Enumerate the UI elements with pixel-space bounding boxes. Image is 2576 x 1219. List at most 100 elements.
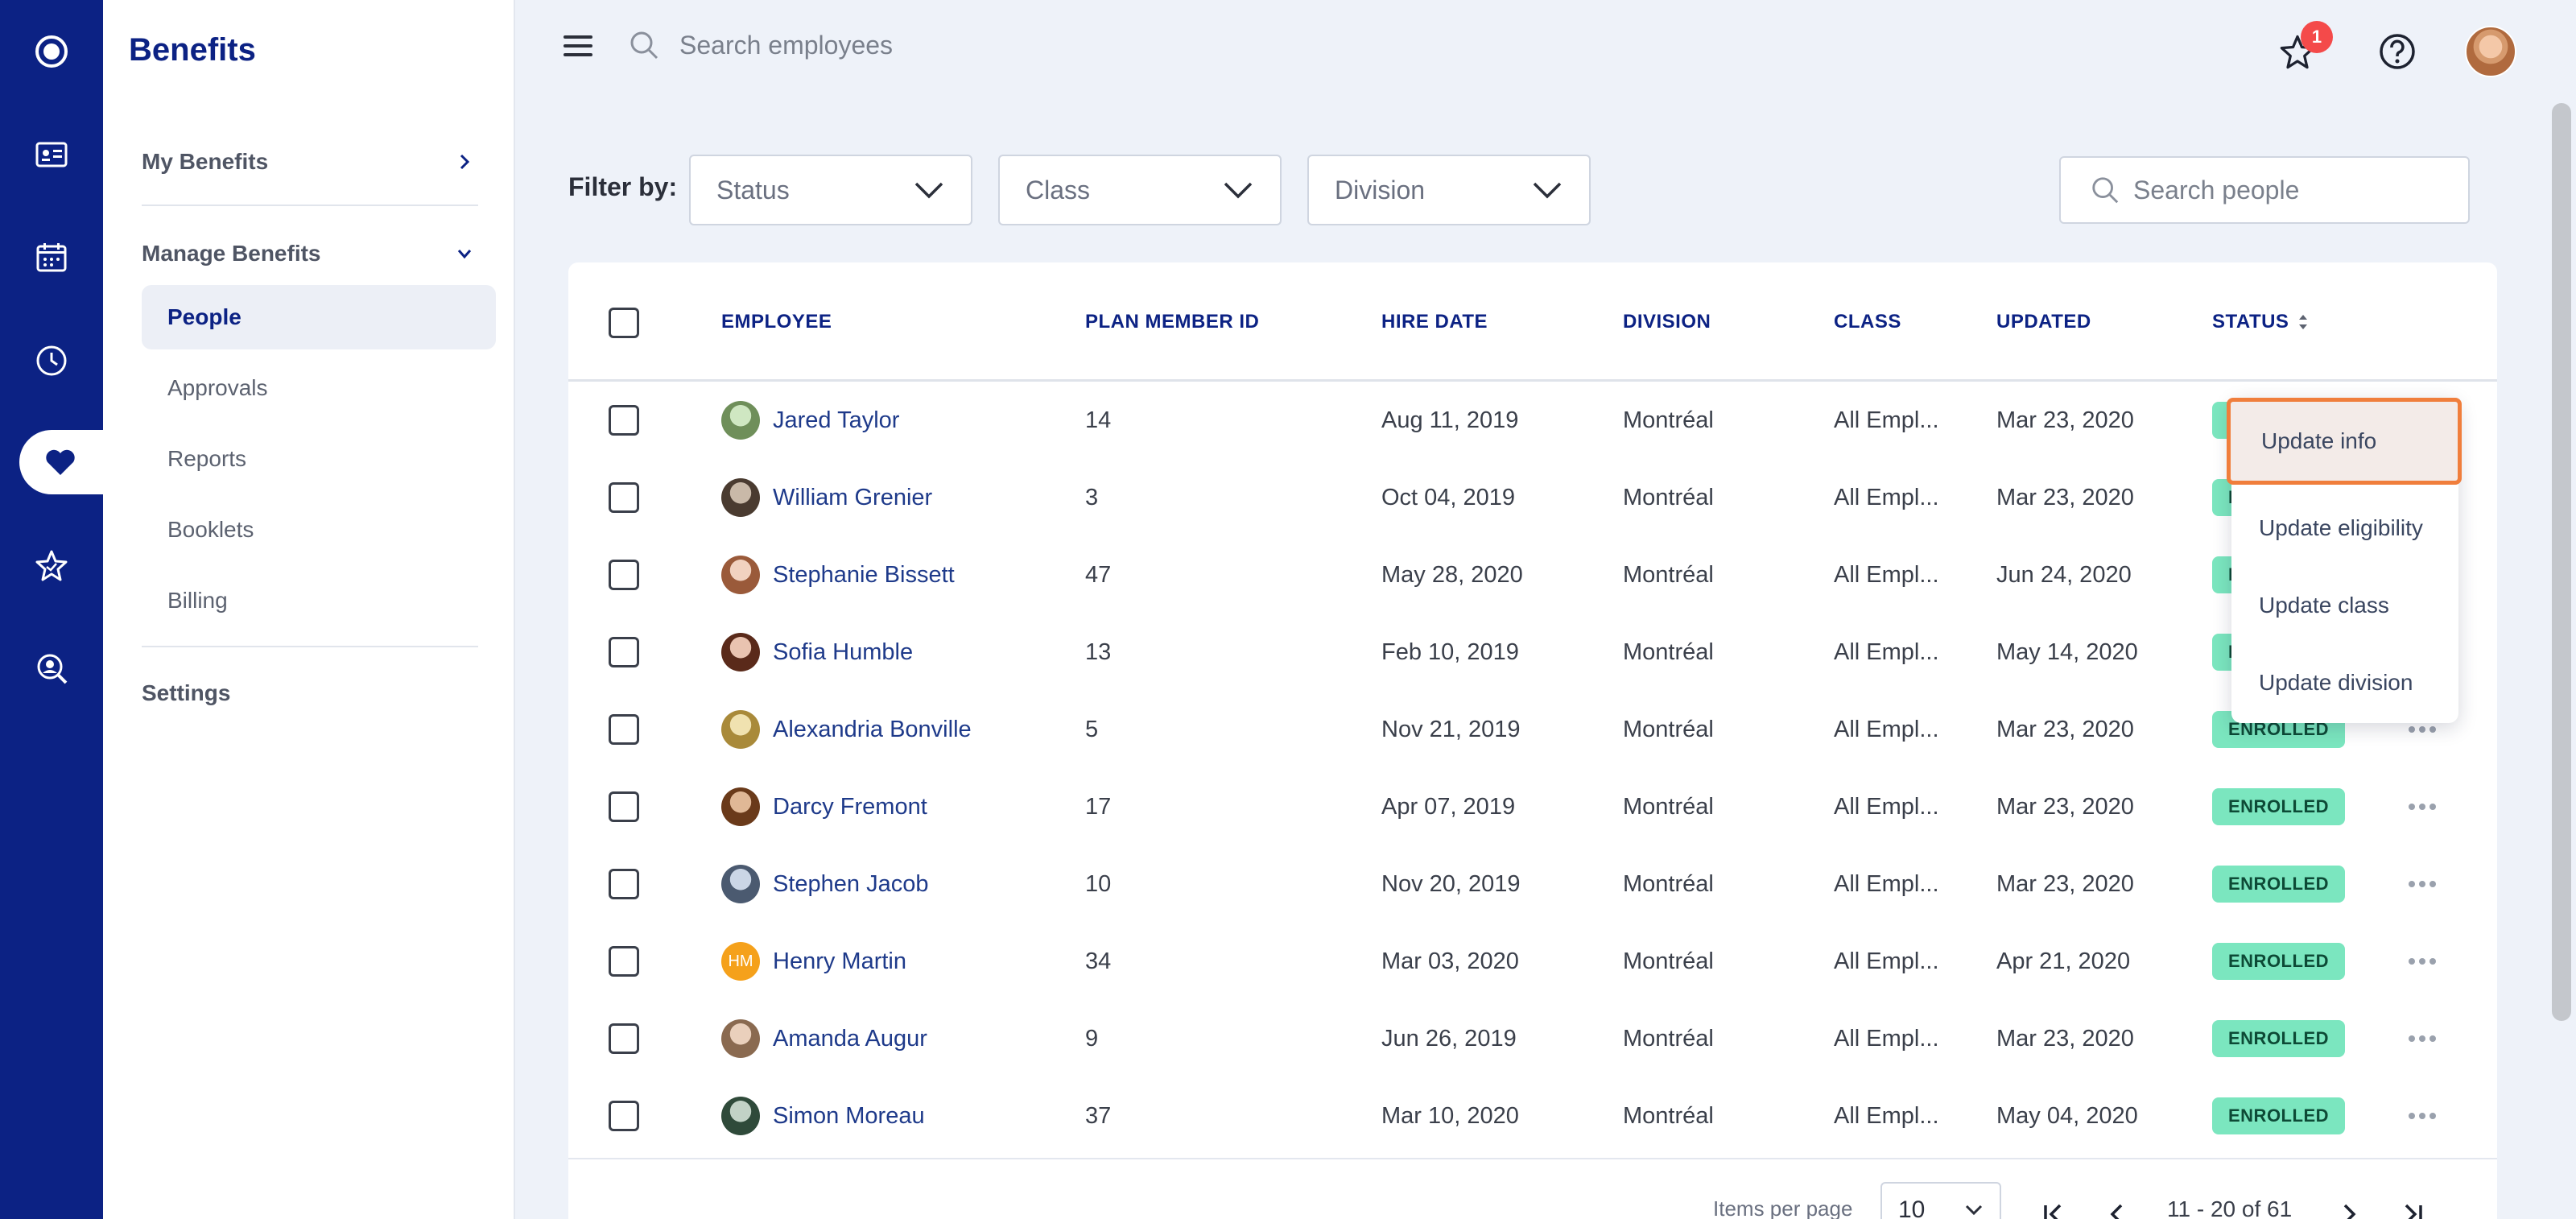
table-row[interactable]: Sofia Humble 13 Feb 10, 2019 Montréal All Em…	[568, 614, 2497, 691]
logo-icon[interactable]	[0, 10, 103, 93]
row-checkbox[interactable]	[609, 946, 639, 977]
table-row[interactable]: Jared Taylor 14 Aug 11, 2019 Montréal All Em…	[568, 382, 2497, 459]
employee-name[interactable]: Stephen Jacob	[773, 870, 929, 897]
user-avatar[interactable]	[2465, 26, 2516, 77]
employee-cell[interactable]: Simon Moreau	[721, 1077, 925, 1155]
people-search-input[interactable]: Search people	[2133, 175, 2300, 205]
employee-name[interactable]: Sofia Humble	[773, 638, 914, 665]
employee-name[interactable]: William Grenier	[773, 484, 933, 510]
select-all-checkbox[interactable]	[609, 308, 639, 338]
table-row[interactable]: William Grenier 3 Oct 04, 2019 Montréal All …	[568, 459, 2497, 536]
sidebar-item-billing[interactable]: Billing	[167, 588, 228, 613]
pagination: Items per page 10 11 - 20 of 61	[568, 1158, 2497, 1219]
first-page-icon[interactable]	[2037, 1198, 2069, 1219]
more-actions-icon[interactable]	[2409, 923, 2436, 1000]
employee-cell[interactable]: Amanda Augur	[721, 1000, 927, 1077]
employee-cell[interactable]: William Grenier	[721, 459, 932, 536]
status-cell: ENROLLED	[2212, 1077, 2345, 1155]
hamburger-menu-icon[interactable]	[564, 35, 592, 58]
class-filter-dropdown[interactable]: Class	[998, 155, 1282, 225]
employee-name[interactable]: Stephanie Bissett	[773, 561, 955, 588]
col-division[interactable]: DIVISION	[1623, 311, 1711, 333]
menu-update-eligibility[interactable]: Update eligibility	[2259, 515, 2423, 540]
employee-name[interactable]: Amanda Augur	[773, 1025, 927, 1052]
division-cell: Montréal	[1623, 1025, 1714, 1052]
table-row[interactable]: Amanda Augur 9 Jun 26, 2019 Montréal All Emp…	[568, 1000, 2497, 1077]
sidebar-item-booklets[interactable]: Booklets	[167, 517, 254, 542]
employee-cell[interactable]: HM Henry Martin	[721, 923, 906, 1000]
employee-name[interactable]: Alexandria Bonville	[773, 716, 972, 742]
id-card-icon[interactable]	[0, 113, 103, 196]
calendar-icon[interactable]	[0, 216, 103, 300]
settings-label: Settings	[142, 680, 231, 705]
status-filter-dropdown[interactable]: Status	[689, 155, 972, 225]
row-checkbox[interactable]	[609, 482, 639, 513]
page-scrollbar[interactable]	[2552, 103, 2571, 1021]
col-hire-date[interactable]: HIRE DATE	[1381, 311, 1488, 333]
clock-icon[interactable]	[0, 319, 103, 403]
employee-name[interactable]: Henry Martin	[773, 948, 906, 974]
employee-cell[interactable]: Darcy Fremont	[721, 768, 927, 845]
menu-update-division[interactable]: Update division	[2259, 670, 2413, 695]
col-updated[interactable]: UPDATED	[1996, 311, 2091, 333]
next-page-icon[interactable]	[2333, 1198, 2365, 1219]
row-checkbox[interactable]	[609, 560, 639, 590]
col-plan-member-id[interactable]: PLAN MEMBER ID	[1085, 311, 1260, 333]
employee-search[interactable]: Search employees	[628, 29, 893, 61]
class-cell: All Empl...	[1834, 793, 1939, 820]
last-page-icon[interactable]	[2397, 1198, 2429, 1219]
row-checkbox[interactable]	[609, 869, 639, 899]
class-cell: All Empl...	[1834, 484, 1939, 510]
menu-update-info[interactable]: Update info	[2227, 398, 2462, 485]
col-status[interactable]: STATUS	[2212, 262, 2310, 382]
manage-benefits-section[interactable]: Manage Benefits	[142, 225, 478, 282]
more-actions-icon[interactable]	[2409, 1077, 2436, 1155]
row-checkbox[interactable]	[609, 714, 639, 745]
table-row[interactable]: Alexandria Bonville 5 Nov 21, 2019 Montréal…	[568, 691, 2497, 768]
row-checkbox[interactable]	[609, 1023, 639, 1054]
search-person-icon[interactable]	[0, 626, 103, 710]
employee-cell[interactable]: Jared Taylor	[721, 382, 899, 459]
more-actions-icon[interactable]	[2409, 1000, 2436, 1077]
employee-cell[interactable]: Sofia Humble	[721, 614, 913, 691]
division-cell: Montréal	[1623, 638, 1714, 665]
division-cell: Montréal	[1623, 948, 1714, 974]
employee-cell[interactable]: Alexandria Bonville	[721, 691, 972, 768]
employee-name[interactable]: Darcy Fremont	[773, 793, 927, 820]
menu-update-class[interactable]: Update class	[2259, 593, 2389, 618]
settings-link[interactable]: Settings	[142, 665, 478, 721]
status-badge: ENROLLED	[2212, 866, 2345, 903]
more-actions-icon[interactable]	[2409, 768, 2436, 845]
table-row[interactable]: Stephen Jacob 10 Nov 20, 2019 Montréal All E…	[568, 845, 2497, 923]
my-benefits-section[interactable]: My Benefits	[142, 134, 478, 190]
table-row[interactable]: Stephanie Bissett 47 May 28, 2020 Montréal A…	[568, 536, 2497, 614]
updated-cell: Mar 23, 2020	[1996, 484, 2134, 510]
row-checkbox[interactable]	[609, 637, 639, 667]
employee-name[interactable]: Simon Moreau	[773, 1102, 925, 1129]
sidebar-item-approvals[interactable]: Approvals	[167, 375, 268, 400]
more-actions-icon[interactable]	[2409, 691, 2436, 768]
col-class[interactable]: CLASS	[1834, 311, 1901, 333]
row-checkbox[interactable]	[609, 405, 639, 436]
help-icon[interactable]	[2375, 29, 2420, 74]
division-filter-dropdown[interactable]: Division	[1307, 155, 1591, 225]
plan-member-id-cell: 10	[1085, 870, 1112, 897]
row-checkbox[interactable]	[609, 791, 639, 822]
table-row[interactable]: Simon Moreau 37 Mar 10, 2020 Montréal All Em…	[568, 1077, 2497, 1155]
employee-cell[interactable]: Stephanie Bissett	[721, 536, 955, 614]
employee-name[interactable]: Jared Taylor	[773, 407, 900, 433]
people-search-field[interactable]: Search people	[2059, 156, 2470, 224]
sidebar-item-people[interactable]: People	[142, 285, 496, 349]
sidebar-title: Benefits	[129, 32, 256, 68]
row-checkbox[interactable]	[609, 1101, 639, 1131]
table-row[interactable]: Darcy Fremont 17 Apr 07, 2019 Montréal All E…	[568, 768, 2497, 845]
table-row[interactable]: HM Henry Martin 34 Mar 03, 2020 Montréal All …	[568, 923, 2497, 1000]
employee-cell[interactable]: Stephen Jacob	[721, 845, 928, 923]
star-icon[interactable]	[0, 523, 103, 607]
previous-page-icon[interactable]	[2101, 1198, 2133, 1219]
sidebar-item-reports[interactable]: Reports	[167, 446, 247, 471]
col-employee[interactable]: EMPLOYEE	[721, 311, 832, 333]
employee-search-input[interactable]: Search employees	[679, 30, 894, 60]
more-actions-icon[interactable]	[2409, 845, 2436, 923]
items-per-page-select[interactable]: 10	[1880, 1182, 2001, 1219]
